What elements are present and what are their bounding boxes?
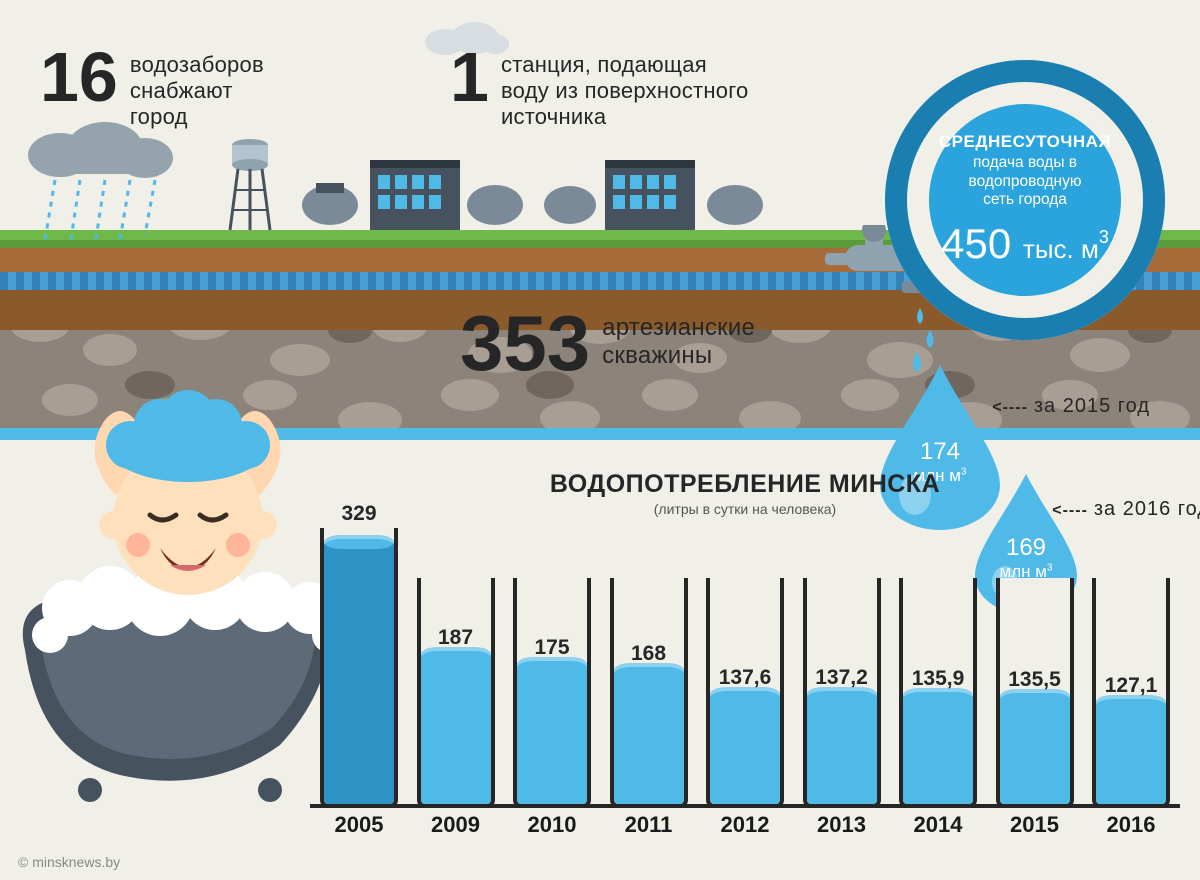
rain-cloud-icon — [15, 120, 185, 250]
chart-bar-value: 187 — [438, 626, 473, 650]
stat-number: 353 — [460, 310, 590, 376]
chart-bar-value: 127,1 — [1105, 674, 1158, 698]
chart-year-label: 2009 — [417, 812, 495, 840]
stat-water-intakes: 16 водозаборов снабжают город — [40, 48, 264, 130]
chart-bar-value: 137,6 — [719, 666, 772, 690]
source-credit: © minsknews.by — [18, 854, 120, 870]
chart-bar-value: 135,9 — [912, 667, 965, 691]
chart-bar-value: 175 — [534, 636, 569, 660]
daily-supply-gauge: СРЕДНЕСУТОЧНАЯ подача воды в водопроводн… — [885, 60, 1165, 340]
drop-2015-label: <----за 2015 год — [992, 395, 1150, 418]
chart-bar-value: 329 — [341, 502, 376, 526]
chart-year-label: 2011 — [610, 812, 688, 840]
factory-scene-icon — [210, 135, 800, 245]
gauge-value: 450 тыс. м3 — [939, 220, 1111, 268]
chart-bar-value: 137,2 — [815, 666, 868, 690]
stat-surface-station: 1 станция, подающая воду из поверхностно… — [450, 48, 749, 130]
chart-title: ВОДОПОТРЕБЛЕНИЕ МИНСКА — [320, 470, 1170, 499]
gauge-subtitle: подача воды в водопроводную сеть города — [939, 154, 1111, 210]
chart-year-label: 2005 — [320, 812, 398, 840]
stat-text: станция, подающая воду из поверхностного… — [501, 48, 749, 130]
chart-year-label: 2016 — [1092, 812, 1170, 840]
chart-bars: 329 187 175 168 137,6 137,2 135,9 135,5 127,1 — [320, 508, 1170, 808]
chart-year-label: 2015 — [996, 812, 1074, 840]
stat-artesian-wells: 353 артезианские скважины — [460, 310, 755, 376]
stat-number: 16 — [40, 48, 118, 108]
chart-bar: 137,2 — [803, 578, 881, 808]
chart-bar: 135,9 — [899, 578, 977, 808]
stat-text: водозаборов снабжают город — [130, 48, 264, 130]
gauge-title: СРЕДНЕСУТОЧНАЯ — [939, 132, 1111, 152]
chart-bar: 137,6 — [706, 578, 784, 808]
chart-bar: 127,1 — [1092, 578, 1170, 808]
stat-text: артезианские скважины — [602, 310, 755, 371]
chart-year-label: 2012 — [706, 812, 784, 840]
chart-bar: 187 — [417, 578, 495, 808]
chart-year-label: 2014 — [899, 812, 977, 840]
chart-bar: 175 — [513, 578, 591, 808]
chart-bar-value: 168 — [631, 642, 666, 666]
consumption-chart: ВОДОПОТРЕБЛЕНИЕ МИНСКА (литры в сутки на… — [320, 470, 1170, 840]
stat-number: 1 — [450, 48, 489, 108]
chart-year-label: 2010 — [513, 812, 591, 840]
chart-year-axis: 2005 2009 2010 2011 2012 2013 2014 2015 2016 — [320, 812, 1170, 840]
chart-bar: 135,5 — [996, 578, 1074, 808]
chart-bar: 329 — [320, 528, 398, 808]
bathtub-person-icon — [10, 350, 370, 800]
chart-bar-value: 135,5 — [1008, 668, 1061, 692]
chart-year-label: 2013 — [803, 812, 881, 840]
chart-bar: 168 — [610, 578, 688, 808]
